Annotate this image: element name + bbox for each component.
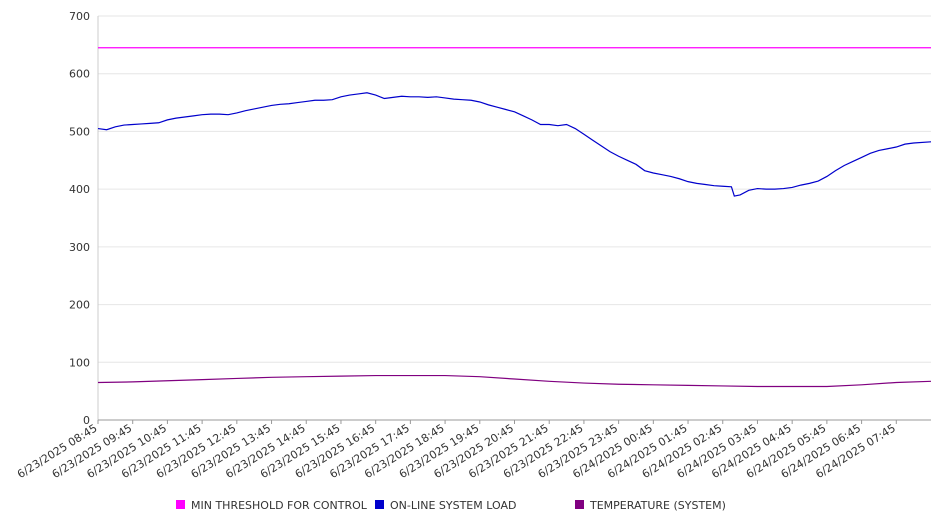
y-tick-label: 0 bbox=[83, 414, 90, 427]
y-axis: 0 100 200 300 400 500 600 700 bbox=[69, 10, 99, 427]
series-line-2 bbox=[97, 92, 932, 197]
gridlines bbox=[98, 15, 931, 363]
y-tick-label: 700 bbox=[69, 10, 90, 23]
y-tick-label: 300 bbox=[69, 241, 90, 254]
legend-swatch-3 bbox=[575, 500, 584, 509]
legend-swatch-2 bbox=[375, 500, 384, 509]
legend-label-1: MIN THRESHOLD FOR CONTROL bbox=[191, 499, 368, 512]
legend: MIN THRESHOLD FOR CONTROL ON-LINE SYSTEM … bbox=[176, 499, 726, 512]
y-tick-label: 500 bbox=[69, 125, 90, 138]
y-tick-label: 200 bbox=[69, 299, 90, 312]
y-tick-label: 100 bbox=[69, 356, 90, 369]
x-axis: 6/23/2025 08:456/23/2025 09:456/23/2025 … bbox=[15, 419, 931, 481]
y-tick-label: 400 bbox=[69, 183, 90, 196]
legend-label-3: TEMPERATURE (SYSTEM) bbox=[589, 499, 726, 512]
series-group bbox=[97, 47, 932, 388]
series-line-3 bbox=[97, 374, 932, 388]
legend-label-2: ON-LINE SYSTEM LOAD bbox=[390, 499, 516, 512]
legend-swatch-1 bbox=[176, 500, 185, 509]
y-tick-label: 600 bbox=[69, 68, 90, 81]
